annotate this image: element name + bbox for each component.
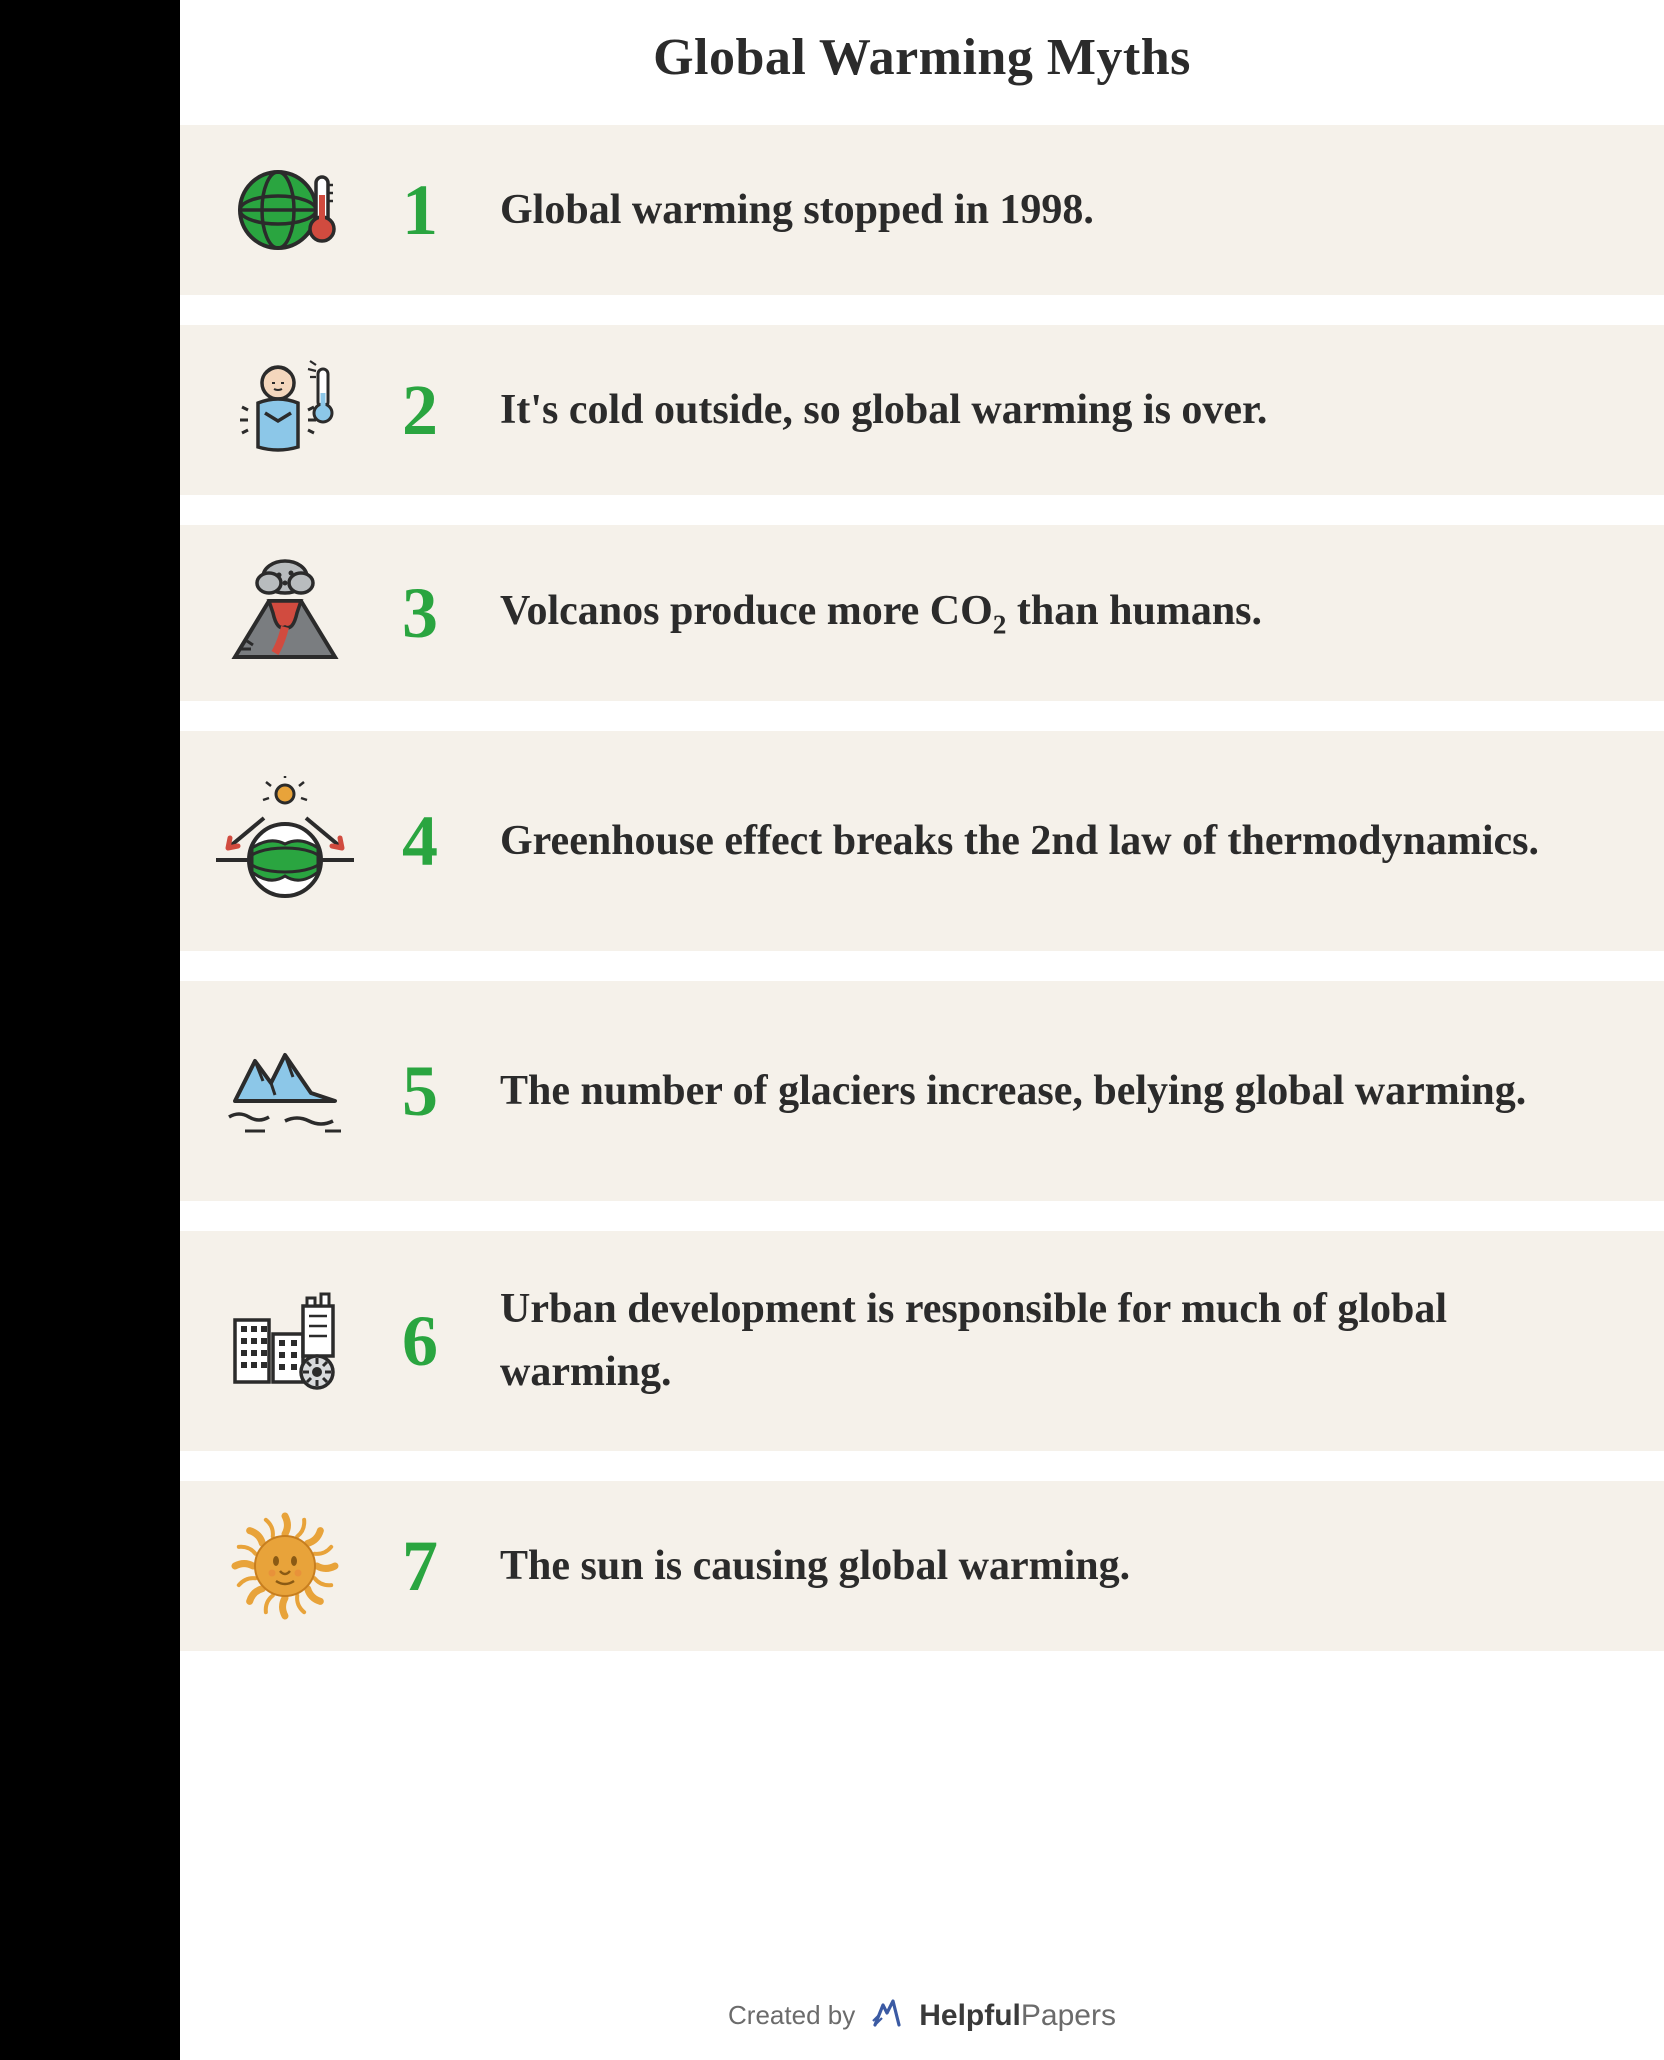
footer-brand-light: Papers	[1021, 1999, 1116, 2032]
globe-thermometer-icon	[210, 155, 360, 265]
myth-number: 7	[360, 1525, 480, 1608]
urban-buildings-icon	[210, 1286, 360, 1396]
content-area: Global Warming Myths 1Global warming sto…	[180, 0, 1664, 2060]
footer-brand-bold: Helpful	[919, 1999, 1021, 2032]
myth-row: 2It's cold outside, so global warming is…	[180, 325, 1664, 495]
sun-face-icon	[210, 1511, 360, 1621]
page-title: Global Warming Myths	[180, 28, 1664, 87]
myth-text: Global warming stopped in 1998.	[480, 179, 1624, 242]
myth-number: 6	[360, 1300, 480, 1383]
myth-number: 1	[360, 169, 480, 252]
greenhouse-earth-icon	[210, 776, 360, 906]
myths-list: 1Global warming stopped in 1998. 2It's c…	[180, 125, 1664, 1967]
myth-text: The number of glaciers increase, belying…	[480, 1060, 1624, 1123]
myth-row: 7The sun is causing global warming.	[180, 1481, 1664, 1651]
myth-text: It's cold outside, so global warming is …	[480, 379, 1624, 442]
myth-number: 2	[360, 369, 480, 452]
myth-row: 4Greenhouse effect breaks the 2nd law of…	[180, 731, 1664, 951]
left-black-bar	[0, 0, 180, 2060]
glacier-icon	[210, 1041, 360, 1141]
myth-row: 5The number of glaciers increase, belyin…	[180, 981, 1664, 1201]
myth-row: 1Global warming stopped in 1998.	[180, 125, 1664, 295]
myth-number: 3	[360, 572, 480, 655]
myth-text: Volcanos produce more CO2 than humans.	[480, 580, 1624, 645]
footer-brand: HelpfulPapers	[919, 1999, 1116, 2033]
volcano-icon	[210, 553, 360, 673]
myth-text: The sun is causing global warming.	[480, 1535, 1624, 1598]
myth-text: Greenhouse effect breaks the 2nd law of …	[480, 810, 1624, 873]
footer-created-by: Created by	[728, 2000, 855, 2031]
footer: Created by HelpfulPapers	[180, 1967, 1664, 2060]
myth-number: 4	[360, 800, 480, 883]
title-area: Global Warming Myths	[180, 0, 1664, 125]
footer-logo-icon	[869, 1995, 905, 2036]
myth-row: 6Urban development is responsible for mu…	[180, 1231, 1664, 1451]
myth-row: 3Volcanos produce more CO2 than humans.	[180, 525, 1664, 701]
myth-number: 5	[360, 1050, 480, 1133]
cold-person-icon	[210, 355, 360, 465]
myth-text: Urban development is responsible for muc…	[480, 1278, 1624, 1404]
